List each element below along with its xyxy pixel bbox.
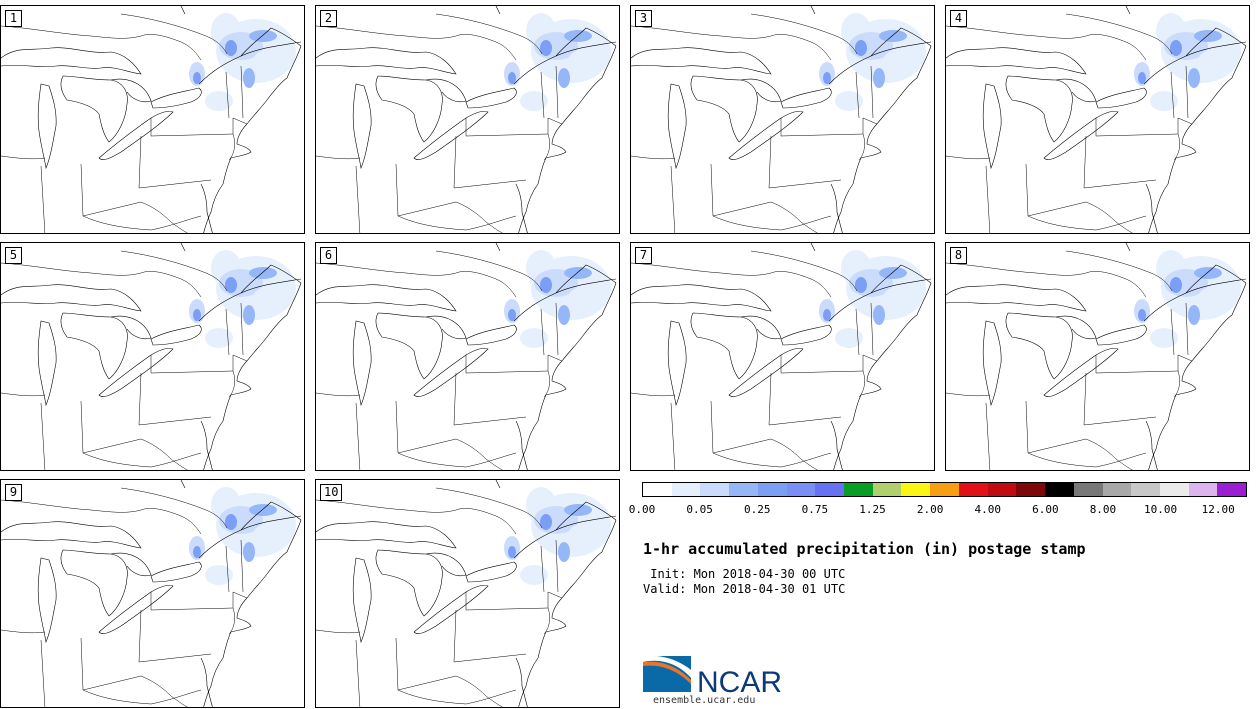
panel-number: 9 [5, 484, 22, 501]
colorbar-swatch [872, 483, 902, 496]
colorbar-tick-label: 0.25 [743, 503, 771, 516]
ncar-logo-icon: NCAR [643, 655, 782, 699]
basemap-1 [1, 6, 302, 233]
colorbar-tick-label: 0.75 [801, 503, 829, 516]
map-panel-8: 8 [945, 242, 1250, 471]
basemap-10 [316, 480, 617, 707]
basemap-4 [946, 6, 1247, 233]
org-url: ensemble.ucar.edu [653, 695, 756, 706]
colorbar-swatch [987, 483, 1017, 496]
panel-number: 2 [320, 10, 337, 27]
svg-text:NCAR: NCAR [697, 666, 782, 696]
panel-number: 8 [950, 247, 967, 264]
map-panel-7: 7 [630, 242, 935, 471]
map-panel-10: 10 [315, 479, 620, 708]
panel-number: 10 [320, 484, 343, 501]
colorbar-swatch [729, 483, 758, 496]
colorbar-tick-label: 8.00 [1089, 503, 1117, 516]
colorbar-swatch [1159, 483, 1189, 496]
plot-title: 1-hr accumulated precipitation (in) post… [643, 540, 1086, 558]
valid-time: Valid: Mon 2018-04-30 01 UTC [643, 582, 846, 596]
map-panel-3: 3 [630, 5, 935, 234]
panel-number: 6 [320, 247, 337, 264]
basemap-9 [1, 480, 302, 707]
ncar-logo: NCAR [643, 652, 793, 699]
colorbar-swatch [786, 483, 816, 496]
colorbar [642, 482, 1247, 497]
colorbar-tick-label: 6.00 [1032, 503, 1059, 516]
panel-number: 7 [635, 247, 652, 264]
panel-number: 3 [635, 10, 652, 27]
map-panel-4: 4 [945, 5, 1250, 234]
colorbar-swatch [901, 483, 931, 496]
map-panel-5: 5 [0, 242, 305, 471]
map-panel-1: 1 [0, 5, 305, 234]
panel-number: 1 [5, 10, 22, 27]
map-panel-2: 2 [315, 5, 620, 234]
colorbar-swatch [671, 483, 701, 496]
init-time: Init: Mon 2018-04-30 00 UTC [643, 567, 846, 581]
colorbar-swatch [815, 483, 845, 496]
basemap-8 [946, 243, 1247, 470]
colorbar-swatch [1016, 483, 1046, 496]
colorbar-swatch [1131, 483, 1160, 496]
colorbar-swatch [1188, 483, 1218, 496]
map-panel-9: 9 [0, 479, 305, 708]
colorbar-swatch [700, 483, 730, 496]
colorbar-swatch [1045, 483, 1074, 496]
colorbar-tick-label: 0.05 [686, 503, 713, 516]
colorbar-tick-label: 12.00 [1201, 503, 1235, 516]
panel-number: 5 [5, 247, 22, 264]
colorbar-tick-label: 1.25 [859, 503, 886, 516]
colorbar-swatch [958, 483, 988, 496]
colorbar-swatch [757, 483, 787, 496]
colorbar-tick-label: 2.00 [916, 503, 944, 516]
basemap-6 [316, 243, 617, 470]
basemap-7 [631, 243, 932, 470]
colorbar-tick-label: 4.00 [974, 503, 1001, 516]
colorbar-swatch [1217, 483, 1247, 496]
colorbar-swatch [844, 483, 873, 496]
basemap-2 [316, 6, 617, 233]
basemap-3 [631, 6, 932, 233]
colorbar-tick-label: 10.00 [1144, 503, 1178, 516]
colorbar-swatch [930, 483, 959, 496]
panel-number: 4 [950, 10, 967, 27]
colorbar-tick-label: 0.00 [628, 503, 656, 516]
colorbar-swatch [643, 483, 672, 496]
colorbar-swatch [1102, 483, 1132, 496]
map-panel-6: 6 [315, 242, 620, 471]
colorbar-swatch [1073, 483, 1103, 496]
basemap-5 [1, 243, 302, 470]
